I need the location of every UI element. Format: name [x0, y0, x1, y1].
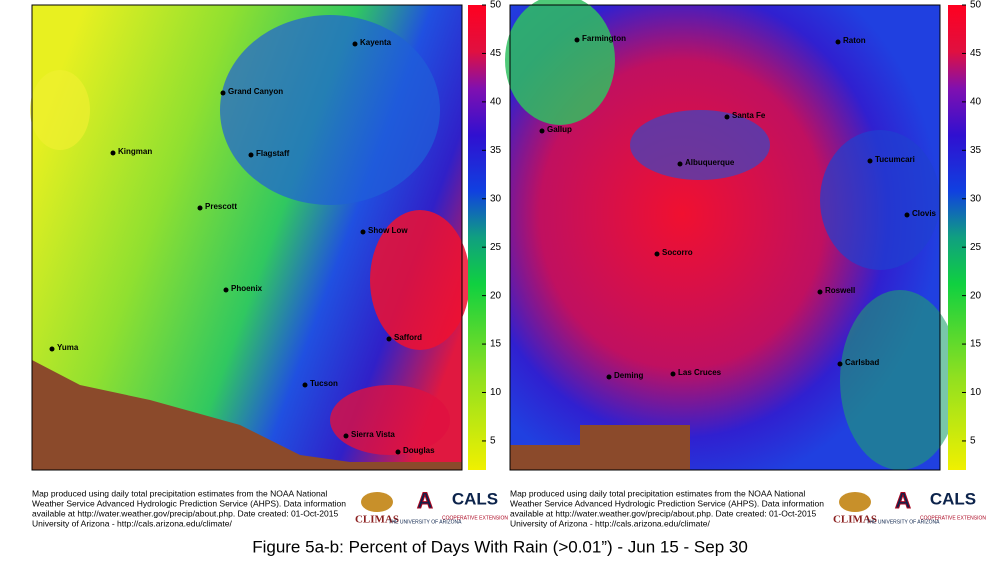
- city-label: Yuma: [57, 343, 79, 352]
- city-label: Douglas: [403, 446, 435, 455]
- colorbar-tick-label: 30: [970, 193, 982, 204]
- colorbar-tick-label: 45: [490, 48, 502, 59]
- city-label: Sierra Vista: [351, 430, 395, 439]
- colorbar-tick-label: 50: [490, 0, 502, 11]
- city-dot: [49, 346, 55, 352]
- city-label: Clovis: [912, 209, 937, 218]
- climas-text: CLIMAS: [833, 514, 877, 526]
- colorbar-tick-label: 20: [970, 290, 982, 301]
- footnote: University of Arizona - http://cals.ariz…: [32, 518, 232, 528]
- city-dot: [867, 158, 873, 164]
- city-label: Gallup: [547, 125, 572, 134]
- city-dot: [606, 374, 612, 380]
- city-label: Prescott: [205, 202, 237, 211]
- city-dot: [837, 361, 843, 367]
- city-label: Tucumcari: [875, 155, 915, 164]
- city-dot: [220, 90, 226, 96]
- city-label: Albuquerque: [685, 158, 735, 167]
- colorbar-tick-label: 15: [490, 339, 502, 350]
- city-dot: [654, 251, 660, 257]
- footnote: University of Arizona - http://cals.ariz…: [510, 518, 710, 528]
- colorbar: [468, 5, 486, 470]
- colorbar-tick-label: 50: [970, 0, 982, 11]
- city-label: Tucson: [310, 379, 338, 388]
- climas-logo: [839, 492, 871, 512]
- city-label: Carlsbad: [845, 358, 879, 367]
- city-label: Farmington: [582, 34, 626, 43]
- city-label: Grand Canyon: [228, 87, 283, 96]
- city-dot: [302, 382, 308, 388]
- city-dot: [904, 212, 910, 218]
- colorbar-tick-label: 5: [490, 436, 496, 447]
- footnote: Weather Service Advanced Hydrologic Pred…: [32, 498, 346, 508]
- colorbar: [948, 5, 966, 470]
- city-dot: [360, 229, 366, 235]
- ua-name: THE UNIVERSITY OF ARIZONA: [867, 519, 941, 525]
- city-dot: [395, 449, 401, 455]
- city-label: Deming: [614, 371, 643, 380]
- city-label: Santa Fe: [732, 111, 766, 120]
- colorbar-tick-label: 35: [970, 145, 982, 156]
- colorbar-tick-label: 45: [970, 48, 982, 59]
- city-label: Flagstaff: [256, 149, 290, 158]
- city-label: Raton: [843, 36, 866, 45]
- city-dot: [352, 41, 358, 47]
- city-dot: [724, 114, 730, 120]
- climas-text: CLIMAS: [355, 514, 399, 526]
- colorbar-tick-label: 10: [490, 387, 502, 398]
- city-dot: [223, 287, 229, 293]
- colorbar-tick-label: 5: [970, 436, 976, 447]
- city-dot: [677, 161, 683, 167]
- city-label: Las Cruces: [678, 368, 722, 377]
- ua-name: THE UNIVERSITY OF ARIZONA: [389, 519, 463, 525]
- map-arizona: [30, 4, 470, 471]
- city-dot: [110, 150, 116, 156]
- colorbar-tick-label: 30: [490, 193, 502, 204]
- city-dot: [248, 152, 254, 158]
- map-new-mexico: [505, 0, 960, 471]
- footnote: available at http://water.weather.gov/pr…: [32, 508, 338, 518]
- footnote: Map produced using daily total precipita…: [32, 488, 327, 498]
- caption: Figure 5a-b: Percent of Days With Rain (…: [252, 537, 748, 556]
- colorbar-tick-label: 15: [970, 339, 982, 350]
- city-label: Socorro: [662, 248, 693, 257]
- colorbar-tick-label: 25: [970, 242, 982, 253]
- city-dot: [197, 205, 203, 211]
- cals-text: CALS: [452, 489, 498, 508]
- colorbar-tick-label: 25: [490, 242, 502, 253]
- city-label: Phoenix: [231, 284, 263, 293]
- city-dot: [539, 128, 545, 134]
- colorbar-tick-label: 40: [490, 97, 502, 108]
- city-dot: [835, 39, 841, 45]
- city-dot: [386, 336, 392, 342]
- city-dot: [574, 37, 580, 43]
- city-dot: [817, 289, 823, 295]
- city-dot: [343, 433, 349, 439]
- cals-sub: COOPERATIVE EXTENSION: [920, 515, 986, 521]
- cals-text: CALS: [930, 489, 976, 508]
- colorbar-tick-label: 10: [970, 387, 982, 398]
- city-label: Safford: [394, 333, 422, 342]
- ua-mark: A: [417, 488, 433, 513]
- footnote: Map produced using daily total precipita…: [510, 488, 805, 498]
- city-dot: [670, 371, 676, 377]
- footnote: Weather Service Advanced Hydrologic Pred…: [510, 498, 824, 508]
- colorbar-tick-label: 35: [490, 145, 502, 156]
- footnote: available at http://water.weather.gov/pr…: [510, 508, 816, 518]
- colorbar-tick-label: 20: [490, 290, 502, 301]
- ua-mark: A: [895, 488, 911, 513]
- colorbar-tick-label: 40: [970, 97, 982, 108]
- city-label: Kayenta: [360, 38, 392, 47]
- city-label: Show Low: [368, 226, 408, 235]
- city-label: Roswell: [825, 286, 855, 295]
- climas-logo: [361, 492, 393, 512]
- city-label: Kingman: [118, 147, 152, 156]
- cals-sub: COOPERATIVE EXTENSION: [442, 515, 508, 521]
